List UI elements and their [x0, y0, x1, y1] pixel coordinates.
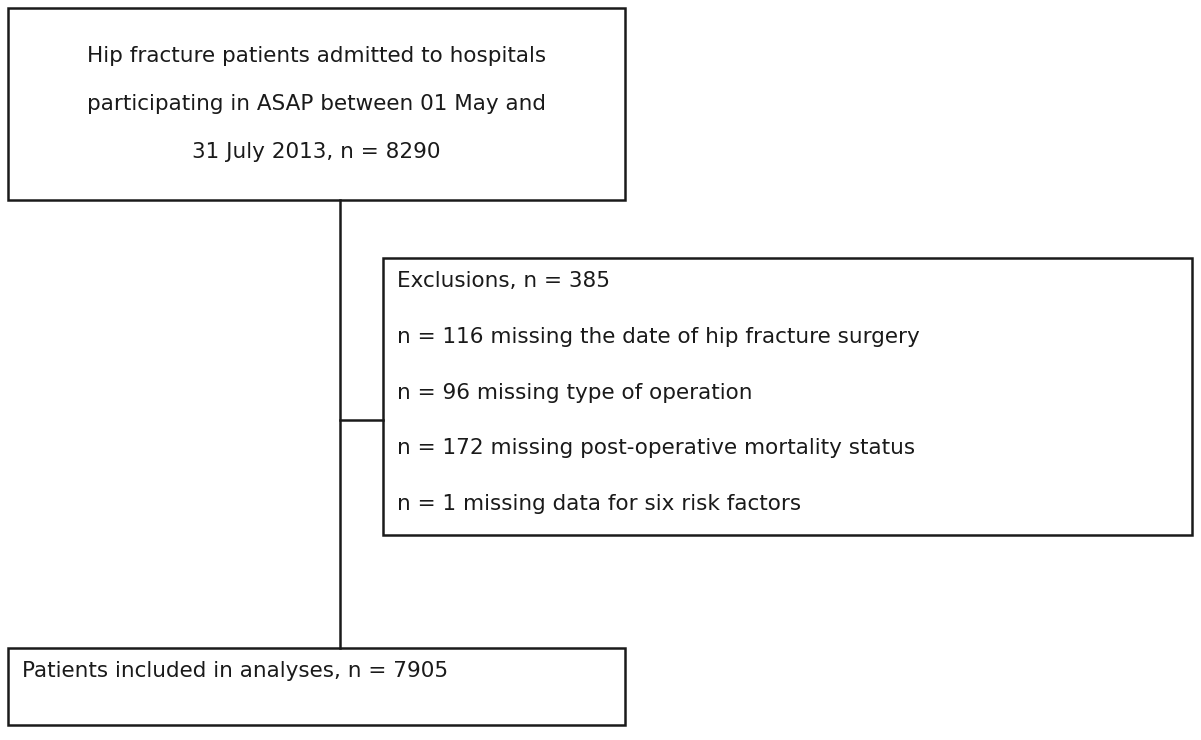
- Text: Patients included in analyses, n = 7905: Patients included in analyses, n = 7905: [23, 662, 448, 682]
- Text: participating in ASAP between 01 May and: participating in ASAP between 01 May and: [86, 94, 546, 114]
- Text: n = 172 missing post-operative mortality status: n = 172 missing post-operative mortality…: [398, 438, 915, 458]
- Text: Hip fracture patients admitted to hospitals: Hip fracture patients admitted to hospit…: [86, 46, 546, 66]
- Text: n = 96 missing type of operation: n = 96 missing type of operation: [398, 383, 753, 403]
- Text: n = 116 missing the date of hip fracture surgery: n = 116 missing the date of hip fracture…: [398, 327, 920, 347]
- Text: 31 July 2013, n = 8290: 31 July 2013, n = 8290: [192, 142, 441, 162]
- Bar: [8, 8, 625, 200]
- Bar: [8, 648, 625, 725]
- Text: n = 1 missing data for six risk factors: n = 1 missing data for six risk factors: [398, 494, 801, 514]
- Text: Exclusions, n = 385: Exclusions, n = 385: [398, 272, 610, 292]
- Bar: [383, 258, 1193, 535]
